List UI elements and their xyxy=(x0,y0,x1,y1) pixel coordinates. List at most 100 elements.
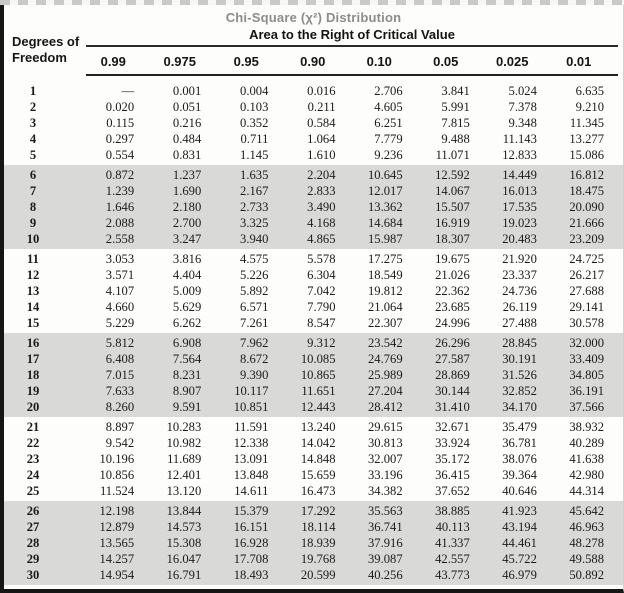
value-cell: 18.493 xyxy=(233,568,269,582)
value-cell: 2.833 xyxy=(307,184,336,198)
value-cell: 9.236 xyxy=(374,148,403,162)
column-header: 0.95 xyxy=(233,54,259,69)
value-cell: 6.408 xyxy=(105,352,135,366)
value-cell: 10.982 xyxy=(166,436,202,450)
value-cell: 23.209 xyxy=(569,232,604,246)
value-cell: 40.113 xyxy=(435,520,470,534)
value-cell: 36.415 xyxy=(435,468,470,482)
df-cell: 23 xyxy=(26,452,40,466)
value-cell: 9.390 xyxy=(240,368,269,382)
value-cell: 14.067 xyxy=(435,184,470,198)
value-cell: 0.216 xyxy=(172,116,202,130)
value-cell: 0.484 xyxy=(172,132,202,146)
value-cell: 1.239 xyxy=(105,184,135,198)
value-cell: 1.610 xyxy=(307,148,336,162)
value-cell: 0.872 xyxy=(105,168,135,182)
value-cell: 16.013 xyxy=(502,184,537,198)
value-cell: 50.892 xyxy=(569,568,604,582)
value-cell: 26.217 xyxy=(569,268,604,282)
df-cell: 27 xyxy=(26,520,40,534)
table-row: 24 10.856 12.401 13.848 15.659 33.196 36.415 39… xyxy=(4,467,623,483)
value-cell: 16.812 xyxy=(569,168,604,182)
value-cell: 25.989 xyxy=(367,368,403,382)
df-cell: 11 xyxy=(27,252,39,266)
column-header: 0.99 xyxy=(100,54,126,69)
value-cell: 2.204 xyxy=(307,168,336,182)
value-cell: 6.304 xyxy=(307,268,336,282)
value-cell: 28.412 xyxy=(367,400,403,414)
value-cell: 16.151 xyxy=(233,520,269,534)
value-cell: 12.338 xyxy=(233,436,269,450)
table-row: 5 0.554 0.831 1.145 1.610 9.236 11.071 12.833 15… xyxy=(4,147,623,163)
df-cell: 19 xyxy=(26,384,40,398)
value-cell: 14.611 xyxy=(234,484,269,498)
value-cell: 2.700 xyxy=(172,216,202,230)
value-cell: 32.000 xyxy=(569,336,604,350)
value-cell: 16.919 xyxy=(435,216,470,230)
value-cell: 33.409 xyxy=(569,352,604,366)
column-header: 0.025 xyxy=(495,54,529,69)
value-cell: 13.565 xyxy=(99,536,135,550)
value-cell: 41.923 xyxy=(502,504,537,518)
df-cell: 24 xyxy=(26,468,40,482)
table-row: 10 2.558 3.247 3.940 4.865 15.987 18.307 20.483… xyxy=(4,231,623,247)
value-cell: 9.542 xyxy=(105,436,135,450)
value-cell: 19.675 xyxy=(435,252,470,266)
value-cell: 3.816 xyxy=(172,252,202,266)
value-cell: 34.382 xyxy=(367,484,403,498)
value-cell: 17.535 xyxy=(502,200,537,214)
value-cell: 34.805 xyxy=(569,368,604,382)
value-cell: — xyxy=(121,84,135,98)
chi-square-table: Chi-Square (χ²) Distribution Degrees of … xyxy=(0,5,624,593)
value-cell: 14.684 xyxy=(367,216,403,230)
value-cell: 44.314 xyxy=(569,484,604,498)
value-cell: 46.963 xyxy=(569,520,604,534)
value-cell: 11.689 xyxy=(167,452,202,466)
value-cell: 21.920 xyxy=(502,252,537,266)
value-cell: 44.461 xyxy=(502,536,537,550)
df-cell: 26 xyxy=(26,504,40,518)
value-cell: 21.666 xyxy=(569,216,604,230)
value-cell: 3.325 xyxy=(240,216,269,230)
value-cell: 11.143 xyxy=(502,132,537,146)
df-cell: 9 xyxy=(29,216,37,230)
df-cell: 2 xyxy=(29,100,37,114)
value-cell: 37.566 xyxy=(569,400,604,414)
value-cell: 42.557 xyxy=(435,552,470,566)
value-cell: 4.865 xyxy=(307,232,336,246)
value-cell: 18.307 xyxy=(435,232,470,246)
df-cell: 20 xyxy=(26,400,40,414)
value-cell: 8.260 xyxy=(105,400,135,414)
value-cell: 15.379 xyxy=(233,504,269,518)
df-cell: 22 xyxy=(26,436,40,450)
value-cell: 4.107 xyxy=(105,284,135,298)
table-row: 9 2.088 2.700 3.325 4.168 14.684 16.919 19.023 2… xyxy=(4,215,623,231)
value-cell: 22.307 xyxy=(367,316,403,330)
row-band-5: 21 8.897 10.283 11.591 13.240 29.615 32.671 35.… xyxy=(4,417,623,501)
value-cell: 5.226 xyxy=(240,268,269,282)
value-cell: 5.991 xyxy=(441,100,470,114)
degrees-of-freedom-label: Degrees of Freedom xyxy=(12,34,90,66)
value-cell: 16.928 xyxy=(233,536,269,550)
value-cell: 35.172 xyxy=(435,452,470,466)
table-header: Chi-Square (χ²) Distribution Degrees of … xyxy=(4,5,623,81)
value-cell: 4.660 xyxy=(105,300,135,314)
value-cell: 3.490 xyxy=(307,200,336,214)
value-cell: 31.526 xyxy=(502,368,537,382)
value-cell: 14.954 xyxy=(99,568,135,582)
value-cell: 4.575 xyxy=(240,252,269,266)
value-cell: 18.475 xyxy=(569,184,604,198)
table-row: 27 12.879 14.573 16.151 18.114 36.741 40.113 43… xyxy=(4,519,623,535)
value-cell: 41.337 xyxy=(435,536,470,550)
value-cell: 24.725 xyxy=(569,252,604,266)
table-body: 1—0.001 0.004 0.016 2.706 3.841 5.024 6.635 2 0.… xyxy=(4,81,623,585)
value-cell: 32.671 xyxy=(435,420,470,434)
value-cell: 24.736 xyxy=(502,284,537,298)
value-cell: 4.605 xyxy=(374,100,403,114)
value-cell: 2.167 xyxy=(240,184,269,198)
column-header: 0.975 xyxy=(163,54,197,69)
value-cell: 23.685 xyxy=(435,300,470,314)
value-cell: 15.086 xyxy=(569,148,604,162)
value-cell: 12.401 xyxy=(166,468,202,482)
